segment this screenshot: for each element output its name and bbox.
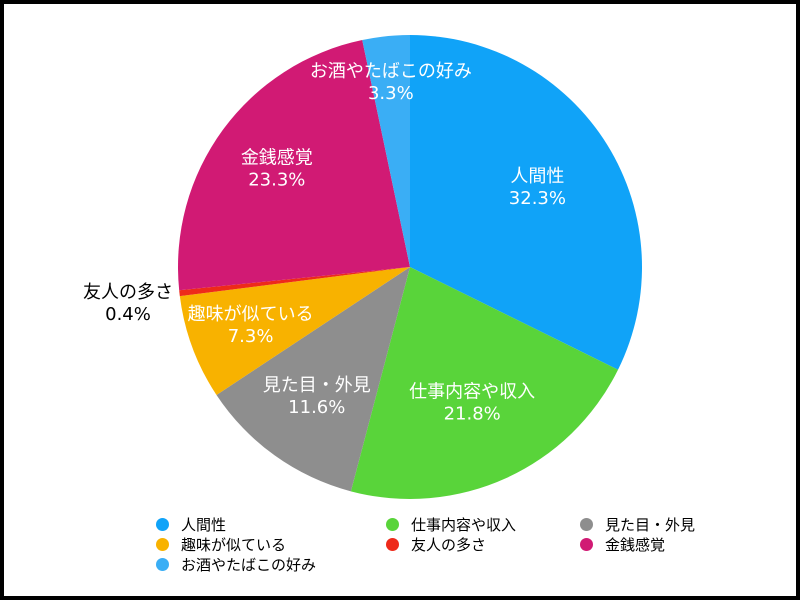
legend-marker (156, 517, 169, 531)
slice-value-5: 0.4% (105, 304, 151, 325)
legend-label: 人間性 (181, 515, 227, 534)
legend-marker (386, 517, 399, 531)
legend-label: 趣味が似ている (181, 535, 287, 554)
slice-label-3: 見た目・外見 (263, 375, 371, 396)
legend-label: 金銭感覚 (605, 535, 666, 554)
slice-value-6: 23.3% (248, 170, 305, 191)
slice-label-6: 金銭感覚 (241, 148, 313, 169)
slice-value-1: 32.3% (509, 188, 566, 209)
legend-item-7: お酒やたばこの好み (156, 554, 316, 574)
legend-label: 仕事内容や収入 (411, 515, 517, 534)
legend-item-6: 金銭感覚 (580, 534, 665, 554)
slice-value-2: 21.8% (444, 404, 501, 425)
legend-marker (156, 557, 169, 571)
pie-slice-4 (179, 267, 410, 395)
pie-slice-1 (410, 35, 642, 370)
legend-item-5: 友人の多さ (386, 534, 486, 554)
slice-value-4: 7.3% (228, 326, 274, 347)
legend-marker (386, 537, 399, 551)
legend-marker (580, 517, 593, 531)
pie-slice-2 (350, 267, 619, 499)
slice-label-2: 仕事内容や収入 (409, 382, 535, 403)
chart-panel: 人間性 32.3% 仕事内容や収入 21.8% 見た目・外見 11.6% 趣味が似ている 7.… (4, 4, 796, 596)
pie-slice-6 (177, 39, 410, 291)
legend-marker (156, 537, 169, 551)
legend-item-1: 人間性 (156, 514, 226, 534)
legend-marker (580, 537, 593, 551)
pie-slice-5 (179, 267, 410, 297)
slice-label-7: お酒やたばこの好み (310, 61, 472, 82)
legend-label: 友人の多さ (411, 535, 487, 554)
slice-label-1: 人間性 (510, 166, 564, 187)
slice-label-4: 趣味が似ている (188, 304, 314, 325)
legend-item-4: 趣味が似ている (156, 534, 286, 554)
slice-value-7: 3.3% (368, 83, 414, 104)
pie-slice-7 (362, 35, 410, 267)
legend-label: お酒やたばこの好み (181, 555, 317, 574)
slice-value-3: 11.6% (288, 397, 345, 418)
pie-slice-3 (216, 267, 410, 492)
slice-label-5: 友人の多さ (83, 282, 173, 303)
legend-item-3: 見た目・外見 (580, 514, 695, 534)
legend-item-2: 仕事内容や収入 (386, 514, 516, 534)
legend-label: 見た目・外見 (605, 515, 696, 534)
